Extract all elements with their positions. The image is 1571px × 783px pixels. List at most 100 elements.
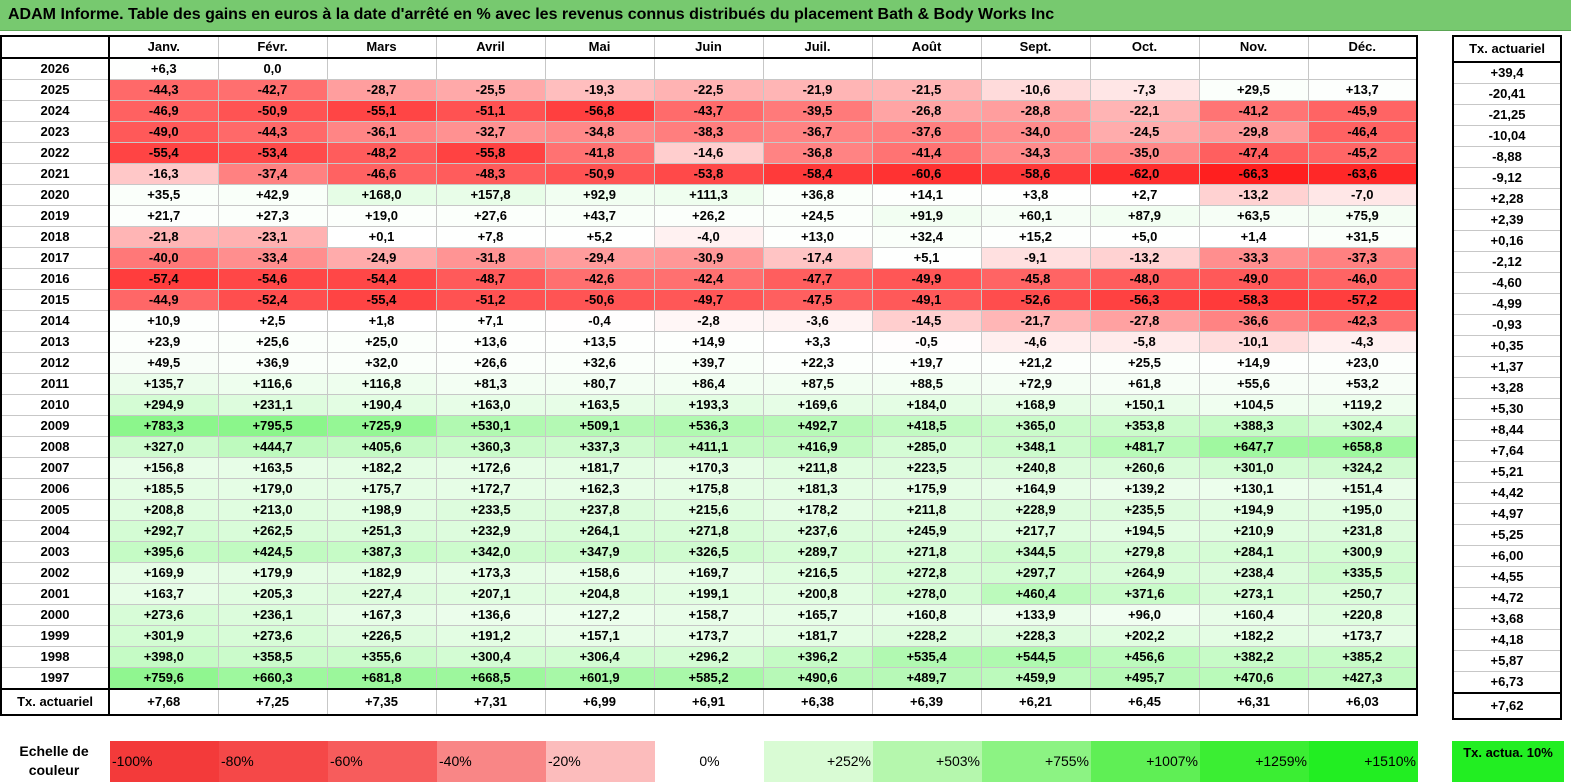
table-row: 2025 -44,3 -42,7 -28,7 -25,5 -19,3 -22,5 -21,9-… xyxy=(0,79,1418,101)
value-cell: +14,9 xyxy=(653,331,764,353)
table-row: +4,42 xyxy=(1452,482,1562,504)
value-cell: +163,5 xyxy=(217,457,328,479)
table-row: +0,35 xyxy=(1452,335,1562,357)
value-cell: +264,9 xyxy=(1089,562,1200,584)
value-cell: +207,1 xyxy=(435,583,546,605)
value-cell: +544,5 xyxy=(980,646,1091,668)
table-row: 2022 -55,4 -53,4 -48,2 -55,8 -41,8 -14,6 -36,8-… xyxy=(0,142,1418,164)
value-cell: +385,2 xyxy=(1307,646,1418,668)
value-cell: +5,0 xyxy=(1089,226,1200,248)
value-cell: +783,3 xyxy=(108,415,219,437)
value-cell: +301,9 xyxy=(108,625,219,647)
value-cell: -7,0 xyxy=(1307,184,1418,206)
value-cell: -22,5 xyxy=(653,79,764,101)
gains-table: Janv. Févr. Mars Avril Mai Juin Juil. Août Sept.… xyxy=(0,35,1418,716)
value-cell: -42,6 xyxy=(544,268,655,290)
table-row: 2023 -49,0 -44,3 -36,1 -32,7 -34,8 -38,3 -36,7-… xyxy=(0,121,1418,143)
value-cell: -37,3 xyxy=(1307,247,1418,269)
value-cell: -26,8 xyxy=(871,100,982,122)
value-cell: -36,7 xyxy=(762,121,873,143)
value-cell: -21,7 xyxy=(980,310,1091,332)
value-cell: +284,1 xyxy=(1198,541,1309,563)
value-cell: -45,9 xyxy=(1307,100,1418,122)
value-cell: +360,3 xyxy=(435,436,546,458)
value-cell: +382,2 xyxy=(1198,646,1309,668)
value-cell: +175,8 xyxy=(653,478,764,500)
value-cell xyxy=(653,57,764,80)
table-row: -20,41 xyxy=(1452,83,1562,105)
annual-rate-cell: +1,37 xyxy=(1452,356,1562,378)
footer-row: +7,62 xyxy=(1452,692,1562,720)
value-cell: -52,6 xyxy=(980,289,1091,311)
value-cell: +460,4 xyxy=(980,583,1091,605)
value-cell: +285,0 xyxy=(871,436,982,458)
value-cell: +481,7 xyxy=(1089,436,1200,458)
color-scale-step: +252% xyxy=(764,741,873,782)
value-cell xyxy=(980,57,1091,80)
value-cell: -19,3 xyxy=(544,79,655,101)
value-cell: -46,0 xyxy=(1307,268,1418,290)
value-cell: -22,1 xyxy=(1089,100,1200,122)
annual-rate-cell: -4,60 xyxy=(1452,272,1562,294)
value-cell: -0,5 xyxy=(871,331,982,353)
year-label: 2009 xyxy=(0,415,110,437)
value-cell: -9,1 xyxy=(980,247,1091,269)
color-scale-step: +1007% xyxy=(1091,741,1200,782)
year-label: 1997 xyxy=(0,667,110,690)
value-cell: +135,7 xyxy=(108,373,219,395)
footer-row: Tx. actuariel +7,68 +7,25 +7,35 +7,31 +6,99 +6… xyxy=(0,688,1418,716)
color-scale-step: +503% xyxy=(873,741,982,782)
color-scale-step: -80% xyxy=(219,741,328,782)
year-label: 2004 xyxy=(0,520,110,542)
year-label: 2012 xyxy=(0,352,110,374)
value-cell: +236,1 xyxy=(217,604,328,626)
value-cell xyxy=(1198,57,1309,80)
value-cell: +163,5 xyxy=(544,394,655,416)
value-cell: -50,9 xyxy=(544,163,655,185)
value-cell: +273,6 xyxy=(217,625,328,647)
value-cell: +165,7 xyxy=(762,604,873,626)
value-cell: +163,0 xyxy=(435,394,546,416)
annual-rate-cell: -2,12 xyxy=(1452,251,1562,273)
value-cell: -48,3 xyxy=(435,163,546,185)
value-cell xyxy=(544,57,655,80)
value-cell: +489,7 xyxy=(871,667,982,690)
value-cell: +278,0 xyxy=(871,583,982,605)
value-cell: +202,2 xyxy=(1089,625,1200,647)
value-cell: +301,0 xyxy=(1198,457,1309,479)
value-cell: +217,7 xyxy=(980,520,1091,542)
color-scale-step: +1510% xyxy=(1309,741,1418,782)
annual-rate-cell: +0,16 xyxy=(1452,230,1562,252)
value-cell: +231,1 xyxy=(217,394,328,416)
value-cell: +660,3 xyxy=(217,667,328,690)
value-cell: -55,8 xyxy=(435,142,546,164)
annual-rate-cell: +4,72 xyxy=(1452,587,1562,609)
value-cell: +289,7 xyxy=(762,541,873,563)
value-cell: +191,2 xyxy=(435,625,546,647)
value-cell: +427,3 xyxy=(1307,667,1418,690)
value-cell: +27,6 xyxy=(435,205,546,227)
value-cell: +181,7 xyxy=(544,457,655,479)
value-cell: +220,8 xyxy=(1307,604,1418,626)
table-row: -9,12 xyxy=(1452,167,1562,189)
value-cell: +198,9 xyxy=(326,499,437,521)
value-cell: +13,7 xyxy=(1307,79,1418,101)
month-header: Avril xyxy=(435,35,546,59)
table-row: 2026 +6,3 0,0 xyxy=(0,57,1418,80)
value-cell: +250,7 xyxy=(1307,583,1418,605)
value-cell: -49,1 xyxy=(871,289,982,311)
value-cell: +353,8 xyxy=(1089,415,1200,437)
year-label: 2018 xyxy=(0,226,110,248)
year-label: 2011 xyxy=(0,373,110,395)
value-cell: +232,9 xyxy=(435,520,546,542)
value-cell: +13,5 xyxy=(544,331,655,353)
value-cell: +184,0 xyxy=(871,394,982,416)
value-cell: -21,8 xyxy=(108,226,219,248)
value-cell: +208,8 xyxy=(108,499,219,521)
value-cell: -49,7 xyxy=(653,289,764,311)
table-row: 2013 +23,9 +25,6 +25,0 +13,6 +13,5 +14,9 +3,3 -0… xyxy=(0,331,1418,353)
value-cell: +418,5 xyxy=(871,415,982,437)
year-label: 2016 xyxy=(0,268,110,290)
table-row: 2011 +135,7 +116,6 +116,8 +81,3 +80,7 +86,4 +87… xyxy=(0,373,1418,395)
value-cell: +725,9 xyxy=(326,415,437,437)
